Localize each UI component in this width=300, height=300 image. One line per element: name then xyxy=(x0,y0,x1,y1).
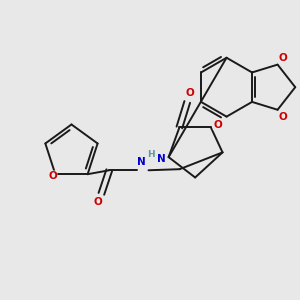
Text: N: N xyxy=(137,158,146,167)
Text: O: O xyxy=(93,197,102,207)
Text: O: O xyxy=(278,53,287,63)
Text: N: N xyxy=(158,154,166,164)
Text: O: O xyxy=(278,112,287,122)
Text: H: H xyxy=(147,150,154,159)
Text: O: O xyxy=(186,88,195,98)
Text: O: O xyxy=(48,171,57,181)
Text: O: O xyxy=(213,119,222,130)
